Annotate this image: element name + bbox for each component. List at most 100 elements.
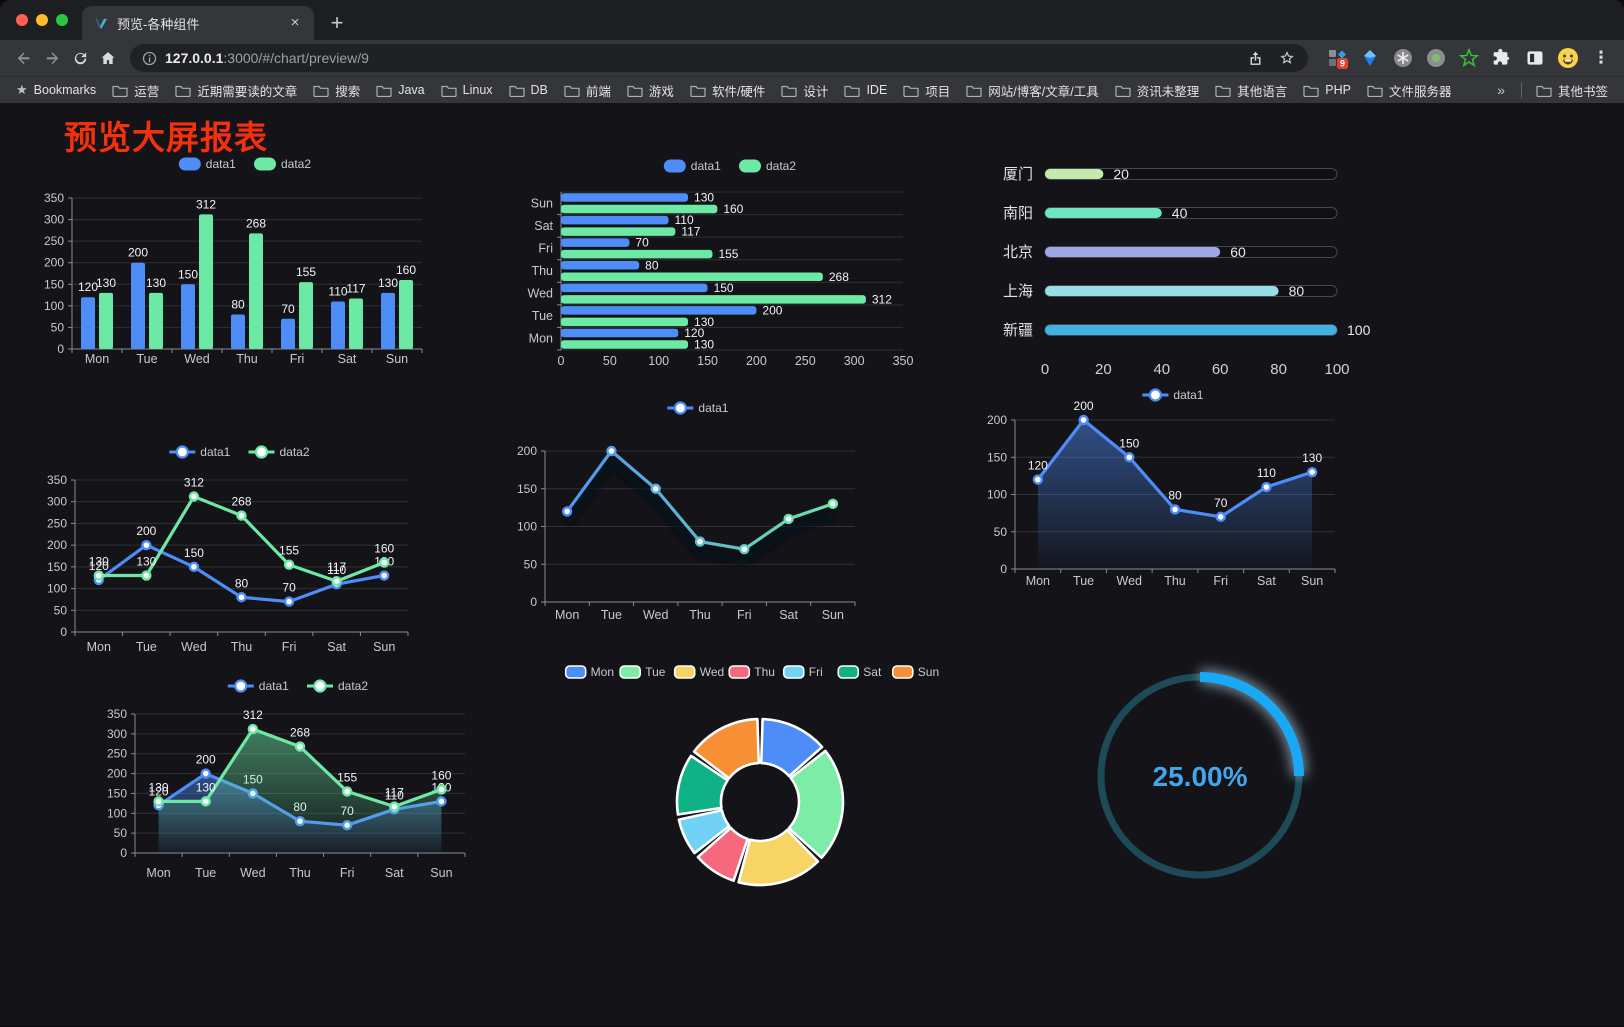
svg-text:新疆: 新疆 (1003, 322, 1033, 339)
svg-text:130: 130 (694, 337, 714, 351)
bookmark-folder-item[interactable]: 游戏 (619, 79, 682, 101)
bookmark-folder-item[interactable]: 资讯未整理 (1107, 79, 1208, 101)
bookmark-folder-item[interactable]: PHP (1295, 79, 1359, 101)
profile-avatar[interactable] (1555, 45, 1581, 71)
bookmarks-root-folder[interactable]: ★ Bookmarks (8, 79, 104, 101)
extension-star-icon[interactable] (1456, 45, 1482, 71)
legend[interactable]: data1 data2 (663, 159, 797, 173)
bookmark-star-icon[interactable] (1278, 49, 1296, 67)
forward-button[interactable] (38, 44, 66, 72)
legend[interactable]: data1 data2 (178, 157, 312, 171)
folder-icon (112, 85, 128, 97)
svg-text:Sat: Sat (534, 219, 553, 233)
chart-blue-area[interactable]: 0 50 100 150 200 Mon Tue Wed Thu Fri Sat Sun 120 200 1… (980, 382, 1400, 602)
svg-text:0: 0 (558, 354, 565, 368)
bookmark-folder-item[interactable]: 其他语言 (1207, 79, 1295, 101)
bookmark-folder-label: 软件/硬件 (711, 84, 766, 99)
url-text: 127.0.0.1:3000/#/chart/preview/9 (165, 50, 369, 66)
svg-text:50: 50 (603, 354, 617, 368)
folder-icon (1536, 85, 1552, 97)
svg-text:150: 150 (1119, 436, 1139, 450)
svg-text:250: 250 (795, 354, 816, 368)
bookmark-folder-item[interactable]: IDE (836, 79, 895, 101)
site-info-icon[interactable] (142, 51, 157, 66)
bookmark-folder-item[interactable]: 文件服务器 (1359, 79, 1460, 101)
bookmark-folder-item[interactable]: 近期需要读的文章 (167, 79, 305, 101)
folder-icon (441, 85, 457, 97)
legend[interactable]: Mon Tue Wed Thu Fri Sat Sun (564, 665, 939, 679)
bookmark-folder-item[interactable]: 项目 (895, 79, 958, 101)
svg-text:Thu: Thu (1164, 574, 1186, 588)
dashboard-page: 预览大屏报表 0 50 100 150 200 250 300 350 Mon Tue Wed Thu… (0, 103, 1624, 1026)
share-icon[interactable] (1247, 50, 1264, 67)
minimize-window-button[interactable] (36, 14, 48, 26)
bookmarks-overflow-chevron[interactable]: » (1497, 82, 1505, 98)
svg-text:150: 150 (987, 450, 1007, 464)
bookmark-folder-item[interactable]: 搜索 (305, 79, 368, 101)
svg-text:250: 250 (47, 516, 67, 530)
svg-text:70: 70 (282, 581, 296, 595)
tab-title: 预览-各种组件 (117, 16, 200, 32)
extensions-puzzle-icon[interactable] (1489, 45, 1515, 71)
bookmark-folder-item[interactable]: Linux (433, 79, 501, 101)
chart-week-donut[interactable]: Mon Tue Wed Thu Fri Sat Sun (540, 648, 980, 908)
svg-text:40: 40 (1172, 205, 1188, 221)
tab-favicon (95, 18, 107, 29)
svg-text:200: 200 (47, 538, 67, 552)
chart-grouped-bar[interactable]: 0 50 100 150 200 250 300 350 Mon Tue Wed Thu Fri Sat S… (30, 147, 460, 417)
chart-two-line[interactable]: 0 50 100 150 200 250 300 350 Mon Tue Wed Thu Fri Sat S… (30, 425, 460, 675)
chart-horizontal-bar[interactable]: 0 50 100 150 200 250 300 350 Mon 120 130 Tue 200 130 W… (496, 147, 926, 422)
side-panel-icon[interactable] (1522, 45, 1548, 71)
svg-text:155: 155 (279, 544, 299, 558)
svg-text:50: 50 (114, 826, 128, 840)
folder-icon (1367, 85, 1383, 97)
extension-asterisk-icon[interactable] (1390, 45, 1416, 71)
reload-button[interactable] (66, 44, 94, 72)
svg-text:0: 0 (120, 846, 127, 860)
bookmark-folder-label: PHP (1325, 83, 1351, 97)
browser-tab[interactable]: 预览-各种组件 × (82, 6, 314, 40)
chart-gradient-line-canvas: 0 50 100 150 200 Mon Tue Wed Thu Fri Sat Sun data1 (517, 401, 856, 622)
bookmark-folder-item[interactable]: 运营 (104, 79, 167, 101)
svg-text:110: 110 (328, 285, 347, 299)
other-bookmarks-folder[interactable]: 其他书签 (1528, 79, 1616, 101)
browser-menu-icon[interactable]: ⋮ (1592, 48, 1610, 67)
svg-text:Sat: Sat (385, 866, 404, 880)
close-window-button[interactable] (16, 14, 28, 26)
svg-text:150: 150 (178, 267, 198, 281)
chart-blue-area-canvas: 0 50 100 150 200 Mon Tue Wed Thu Fri Sat Sun 120 200 1… (987, 388, 1336, 588)
legend[interactable]: data1 data2 (227, 679, 369, 693)
svg-text:150: 150 (44, 277, 64, 291)
legend[interactable]: data1 (1142, 388, 1204, 402)
folder-icon (903, 85, 919, 97)
chart-city-progress[interactable]: 厦门 20 南阳 40 北京 60 上海 80 新疆 100 0 20 40 60 80 100 (985, 150, 1395, 405)
bookmark-folder-item[interactable]: 软件/硬件 (682, 79, 773, 101)
bookmark-folder-item[interactable]: DB (501, 79, 556, 101)
extension-dot-icon[interactable] (1423, 45, 1449, 71)
legend[interactable]: data1 data2 (169, 445, 310, 459)
bookmark-folder-item[interactable]: 网站/博客/文章/工具 (958, 79, 1106, 101)
svg-text:Sun: Sun (430, 866, 452, 880)
extension-kite-icon[interactable] (1357, 45, 1383, 71)
legend[interactable]: data1 (667, 401, 729, 415)
svg-text:100: 100 (517, 520, 537, 534)
bookmark-folder-item[interactable]: 前端 (556, 79, 619, 101)
svg-text:160: 160 (431, 768, 451, 782)
svg-text:130: 130 (96, 276, 116, 290)
chart-two-area[interactable]: 0 50 100 150 200 250 300 350 Mon Tue Wed Thu Fri Sat S… (90, 652, 520, 897)
home-button[interactable] (94, 44, 122, 72)
tab-strip: 预览-各种组件 × + (0, 0, 1624, 40)
new-tab-button[interactable]: + (330, 10, 344, 35)
chart-percent-gauge[interactable]: 25.00% (1060, 636, 1340, 921)
svg-text:200: 200 (762, 303, 782, 317)
bookmark-folder-item[interactable]: Java (368, 79, 432, 101)
extension-grid-icon[interactable]: 9 (1324, 45, 1350, 71)
url-path: :3000/#/chart/preview/9 (223, 50, 369, 66)
chart-gradient-line[interactable]: 0 50 100 150 200 Mon Tue Wed Thu Fri Sat Sun data1 (498, 392, 918, 627)
address-bar[interactable]: 127.0.0.1:3000/#/chart/preview/9 (130, 44, 1308, 72)
svg-text:50: 50 (54, 603, 68, 617)
tab-close-icon[interactable]: × (290, 14, 300, 31)
back-button[interactable] (10, 44, 38, 72)
bookmark-folder-item[interactable]: 设计 (773, 79, 836, 101)
zoom-window-button[interactable] (56, 14, 68, 26)
